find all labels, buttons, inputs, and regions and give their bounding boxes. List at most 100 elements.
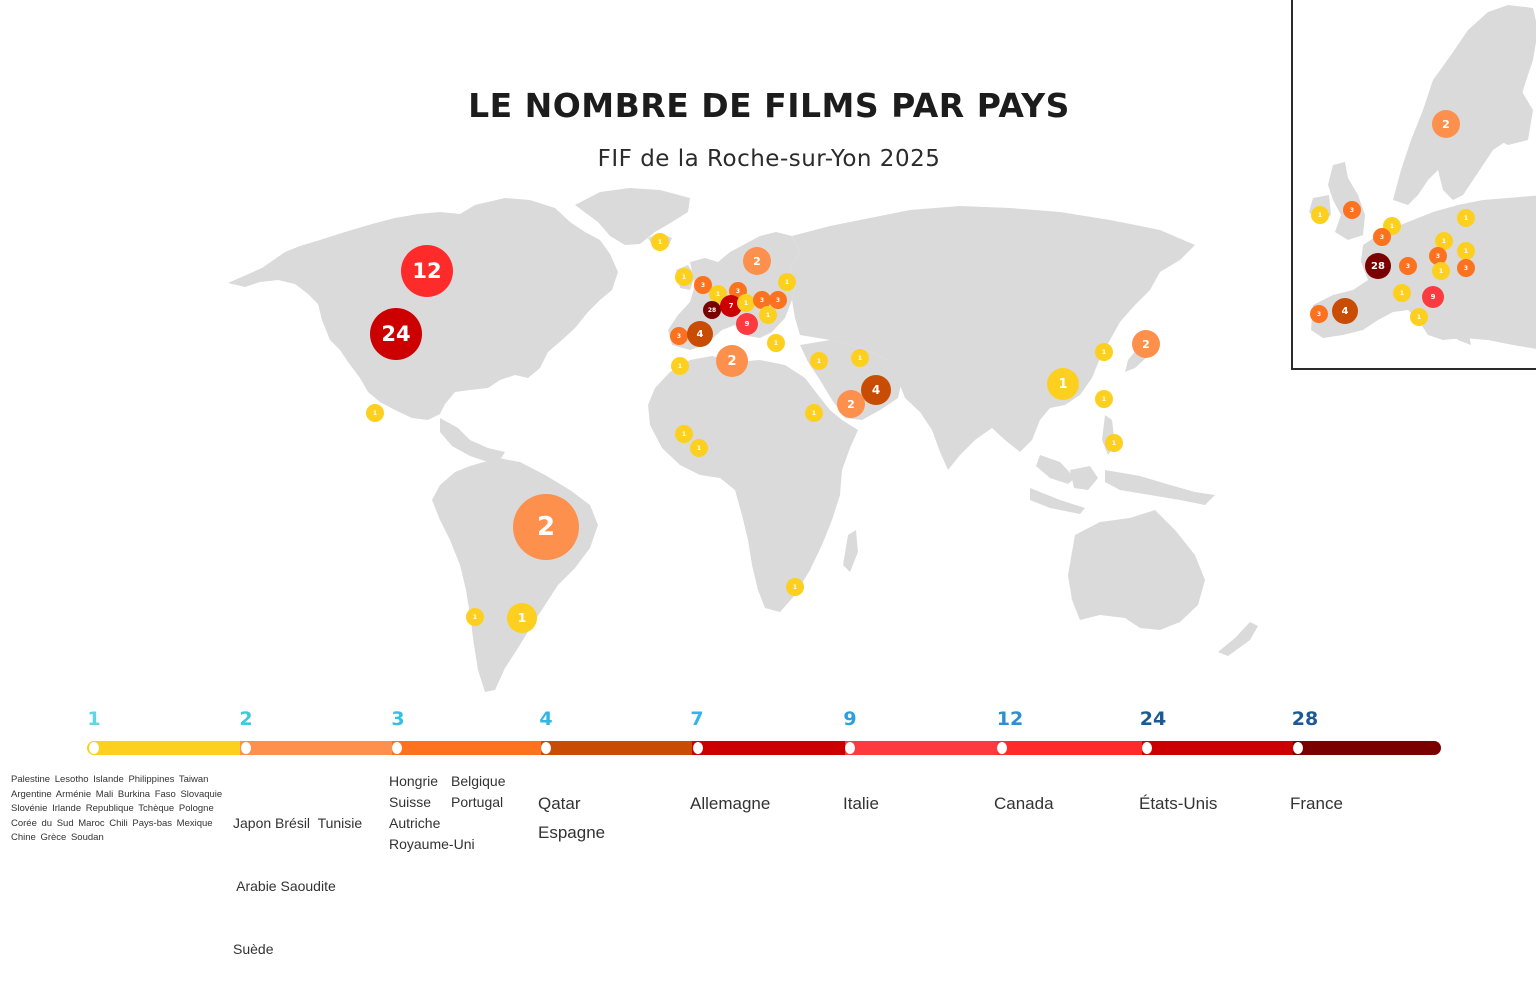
legend-bar-1 [87,741,247,755]
inset-country-marker: 1 [1393,284,1411,302]
inset-country-marker: 1 [1435,232,1453,250]
country-line: Suède [233,941,274,957]
inset-country-marker: 1 [1410,308,1428,326]
legend-countries-3a: Hongrie Suisse Autriche Royaume-Uni [389,771,475,855]
country-marker: 3 [769,291,787,309]
country-line: Arabie Saoudite [233,878,336,894]
country-line: Palestine Lesotho Islande Philippines Ta… [11,774,209,785]
country-line: Qatar [538,794,581,813]
country-marker: 1 [778,273,796,291]
country-marker: 1 [737,294,755,312]
country-line: Portugal [451,794,504,810]
legend-countries-24: États-Unis [1139,794,1218,813]
country-marker: 7 [720,295,742,317]
inset-country-marker: 3 [1429,247,1447,265]
country-line: Hongrie [389,773,439,789]
country-marker: 2 [1132,330,1160,358]
legend-bar-12 [997,741,1149,755]
legend-bar-4 [541,741,699,755]
legend-value-24: 24 [1139,708,1167,730]
inset-country-marker: 1 [1432,262,1450,280]
legend-bar-7 [692,741,850,755]
country-line: Suisse [389,794,432,810]
legend-dot-4 [541,742,551,754]
country-marker: 28 [703,301,721,319]
country-marker: 4 [861,375,891,405]
legend-countries-1: Palestine Lesotho Islande Philippines Ta… [11,773,231,846]
legend-countries-28: France [1290,794,1343,813]
inset-country-marker: 1 [1457,209,1475,227]
country-line: Royaume-Uni [389,836,475,852]
inset-country-marker: 3 [1310,305,1328,323]
inset-country-marker: 9 [1422,286,1444,308]
chart-title: LE NOMBRE DE FILMS PAR PAYS [468,86,1070,125]
legend-dot-24 [1142,742,1152,754]
country-marker: 3 [753,291,771,309]
country-marker: 2 [513,494,579,560]
europe-inset-map [1291,0,1536,370]
legend-value-9: 9 [843,708,857,730]
legend-value-28: 28 [1291,708,1319,730]
country-marker: 1 [675,268,693,286]
country-marker: 1 [851,349,869,367]
legend-dot-9 [845,742,855,754]
country-marker: 3 [694,276,712,294]
country-marker: 4 [687,321,713,347]
country-marker: 1 [366,404,384,422]
legend-dot-28 [1293,742,1303,754]
inset-country-marker: 1 [1457,242,1475,260]
legend-value-7: 7 [690,708,704,730]
country-marker: 2 [837,390,865,418]
inset-country-marker: 3 [1373,228,1391,246]
country-line: Autriche [389,815,441,831]
country-marker: 9 [736,313,758,335]
legend-value-3: 3 [391,708,405,730]
legend-value-4: 4 [539,708,553,730]
legend-bar-3 [392,741,546,755]
legend-value-12: 12 [996,708,1024,730]
legend-bar-24 [1142,741,1300,755]
legend-bar-2 [240,741,398,755]
country-marker: 1 [466,608,484,626]
legend-countries-7: Allemagne [690,794,771,813]
legend-bar-28 [1293,741,1441,755]
country-marker: 1 [1095,390,1113,408]
legend-value-1: 1 [87,708,101,730]
country-marker: 1 [1095,343,1113,361]
legend-countries-2: Japon Brésil Tunisie Arabie Saoudite Suè… [233,771,362,1002]
country-marker: 1 [767,334,785,352]
country-marker: 1 [671,357,689,375]
country-marker: 2 [716,345,748,377]
country-marker: 1 [786,578,804,596]
country-marker: 1 [651,233,669,251]
country-marker: 24 [370,308,422,360]
chart-subtitle: FIF de la Roche-sur-Yon 2025 [597,146,941,172]
inset-country-marker: 3 [1457,259,1475,277]
inset-country-marker: 1 [1311,206,1329,224]
legend-dot-12 [997,742,1007,754]
country-marker: 1 [1047,368,1079,400]
country-line: Slovénie Irlande Republique Tchèque Polo… [11,803,214,814]
legend-countries-3b: Belgique Portugal [451,771,506,813]
country-marker: 1 [675,425,693,443]
country-marker: 1 [690,439,708,457]
country-marker: 2 [743,247,771,275]
country-line: Corée du Sud Maroc Chili Pays-bas Mexiqu… [11,817,213,829]
country-marker: 3 [670,327,688,345]
legend-dot-7 [693,742,703,754]
country-line: Belgique [451,773,506,789]
legend-dot-2 [241,742,251,754]
inset-country-marker: 4 [1332,298,1358,324]
country-line: Argentine Arménie Mali Burkina Faso Slov… [11,788,223,800]
country-marker: 1 [805,404,823,422]
legend-value-2: 2 [239,708,253,730]
legend-countries-4: Qatar Espagne [538,789,605,847]
country-marker: 1 [810,352,828,370]
country-marker: 1 [507,603,537,633]
inset-country-marker: 28 [1365,253,1391,279]
country-marker: 12 [401,245,453,297]
country-line: Espagne [538,823,606,842]
legend-dot-3 [392,742,402,754]
legend-countries-9: Italie [843,794,879,813]
europe-landmass [1309,5,1536,349]
